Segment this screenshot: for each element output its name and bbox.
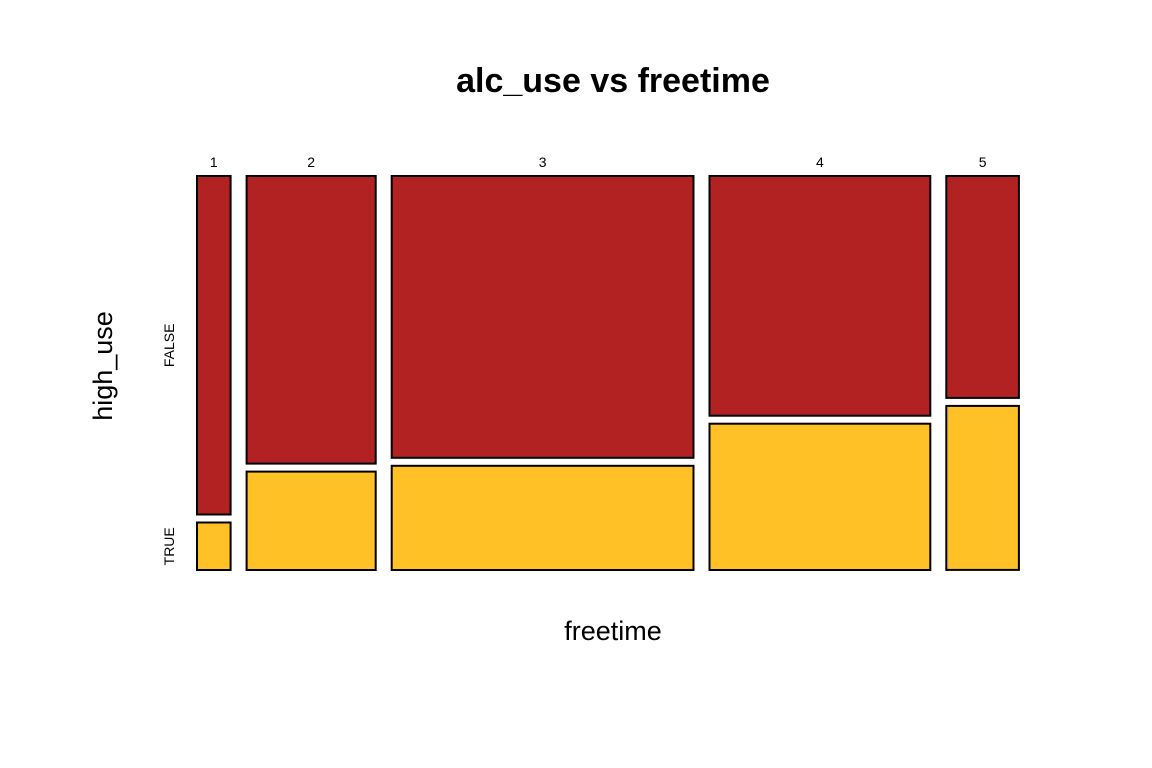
tile-freetime-2-true bbox=[245, 470, 377, 572]
tile-freetime-2-false bbox=[245, 175, 377, 465]
y-category-label-false: FALSE bbox=[161, 324, 177, 368]
tile-freetime-1-false bbox=[196, 175, 232, 516]
x-category-label-4: 4 bbox=[816, 154, 824, 170]
tile-freetime-5-false bbox=[945, 175, 1020, 399]
tile-freetime-4-true bbox=[708, 422, 932, 572]
x-category-label-5: 5 bbox=[979, 154, 987, 170]
x-category-label-2: 2 bbox=[307, 154, 315, 170]
mosaic-tiles bbox=[196, 175, 1020, 572]
category-labels: 1 2 3 4 5 FALSE TRUE bbox=[161, 154, 987, 565]
y-axis-title: high_use bbox=[88, 311, 118, 421]
x-category-label-1: 1 bbox=[210, 154, 218, 170]
tile-freetime-5-true bbox=[945, 404, 1020, 571]
tile-freetime-4-false bbox=[708, 175, 932, 417]
x-category-label-3: 3 bbox=[539, 154, 547, 170]
chart-title: alc_use vs freetime bbox=[456, 62, 770, 100]
tile-freetime-1-true bbox=[196, 521, 232, 571]
y-category-label-true: TRUE bbox=[161, 527, 177, 565]
x-axis-title: freetime bbox=[564, 616, 662, 646]
tile-freetime-3-true bbox=[390, 464, 695, 571]
tile-freetime-3-false bbox=[390, 175, 695, 459]
